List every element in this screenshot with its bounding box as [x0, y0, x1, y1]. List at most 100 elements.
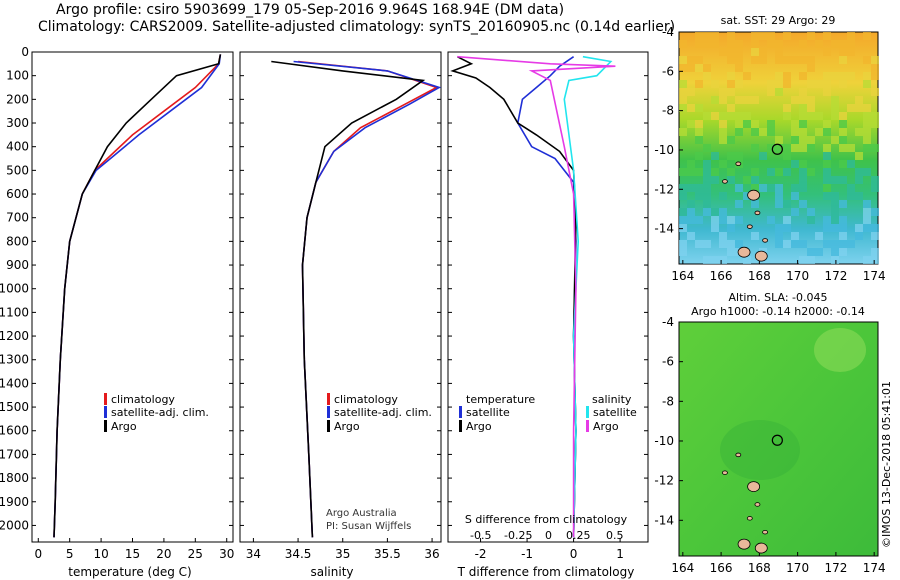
sst-pixel [727, 216, 735, 224]
sst-pixel [791, 240, 799, 248]
sst-pixel [783, 104, 791, 112]
legend-s-argo: Argo [593, 420, 619, 433]
sst-pixel [823, 216, 831, 224]
sst-map: sat. SST: 29 Argo: 29 164 166 168 170 172 174… [654, 14, 885, 283]
sst-pixel [727, 32, 735, 40]
sst-pixel [687, 160, 695, 168]
sst-pixel [759, 152, 767, 160]
difference-legend: temperature satellite Argo salinity sate… [459, 393, 637, 433]
sla-high-patch [814, 328, 866, 372]
sst-pixel [831, 176, 839, 184]
legend-swatch-s-argo [586, 420, 589, 432]
sst-pixel [687, 232, 695, 240]
x-tick-label: 34 [246, 547, 261, 561]
s-tick-neg-0.25: -0.25 [504, 529, 532, 542]
sst-pixel [815, 40, 823, 48]
sst-pixel [711, 168, 719, 176]
sst-pixel [695, 120, 703, 128]
sst-pixel [855, 176, 863, 184]
sst-pixel [679, 248, 687, 256]
sst-pixel [703, 112, 711, 120]
sst-pixel [823, 128, 831, 136]
sst-pixel [871, 64, 879, 72]
sst-pixel [727, 112, 735, 120]
annotation-argo-australia: Argo Australia [326, 508, 397, 519]
sst-pixel [871, 112, 879, 120]
sst-texture [679, 32, 879, 264]
sst-pixel [679, 80, 687, 88]
sst-pixel [863, 216, 871, 224]
lat-tick-label: -14 [654, 222, 674, 236]
legend-satellite: satellite-adj. clim. [334, 406, 432, 419]
sst-pixel [847, 72, 855, 80]
lat-tick-label: -4 [662, 25, 674, 39]
sst-pixel [727, 176, 735, 184]
sst-pixel [695, 128, 703, 136]
sst-pixel [783, 72, 791, 80]
sst-pixel [735, 240, 743, 248]
lat-tick-label: -4 [662, 315, 674, 329]
sst-pixel [687, 104, 695, 112]
sst-pixel [799, 168, 807, 176]
sst-pixel [831, 40, 839, 48]
sst-pixel [703, 200, 711, 208]
sst-pixel [831, 216, 839, 224]
y-tick-label: 500 [6, 163, 29, 177]
sst-pixel [847, 240, 855, 248]
sst-pixel [711, 32, 719, 40]
legend-swatch-argo [327, 420, 330, 432]
x-tick-label: 15 [125, 547, 140, 561]
sst-pixel [679, 224, 687, 232]
sst-pixel [775, 80, 783, 88]
sst-pixel [783, 240, 791, 248]
island [737, 538, 751, 550]
island [746, 224, 753, 229]
y-tick-label: 2000 [0, 518, 29, 532]
s-tick-0.5: 0.5 [606, 529, 624, 542]
sst-pixel [719, 160, 727, 168]
sst-pixel [783, 80, 791, 88]
sst-pixel [743, 256, 751, 264]
sst-pixel [863, 104, 871, 112]
lat-tick-label: -6 [662, 355, 674, 369]
s-tick-neg-0.5: -0.5 [470, 529, 491, 542]
y-tick-label: 1200 [0, 329, 29, 343]
lon-tick-label: 172 [824, 561, 847, 575]
y-tick-label: 1900 [0, 495, 29, 509]
legend-swatch-climatology [104, 393, 107, 405]
sst-pixel [719, 136, 727, 144]
sst-pixel [695, 240, 703, 248]
sst-pixel [703, 64, 711, 72]
sst-pixel [799, 40, 807, 48]
sst-pixel [719, 96, 727, 104]
sst-pixel [823, 184, 831, 192]
sst-pixel [807, 168, 815, 176]
sst-pixel [823, 144, 831, 152]
sst-pixel [727, 40, 735, 48]
sst-pixel [807, 56, 815, 64]
lon-tick-label: 174 [863, 561, 886, 575]
sst-pixel [863, 80, 871, 88]
sst-pixel [743, 72, 751, 80]
sst-pixel [783, 224, 791, 232]
sst-pixel [735, 120, 743, 128]
sst-pixel [775, 168, 783, 176]
island [754, 250, 768, 262]
lat-tick-label: -10 [654, 434, 674, 448]
sst-pixel [735, 56, 743, 64]
legend-t-argo: Argo [466, 420, 492, 433]
sst-pixel [719, 120, 727, 128]
sst-pixel [807, 144, 815, 152]
sst-pixel [823, 80, 831, 88]
sst-pixel [847, 144, 855, 152]
sst-pixel [799, 72, 807, 80]
series-line-climatology [53, 54, 222, 538]
island [722, 179, 728, 184]
sst-pixel [711, 40, 719, 48]
sst-pixel [727, 104, 735, 112]
sst-pixel [863, 144, 871, 152]
sst-pixel [815, 232, 823, 240]
lon-tick-label: 166 [710, 561, 733, 575]
legend-t-satellite: satellite [466, 406, 510, 419]
sst-pixel [839, 248, 847, 256]
